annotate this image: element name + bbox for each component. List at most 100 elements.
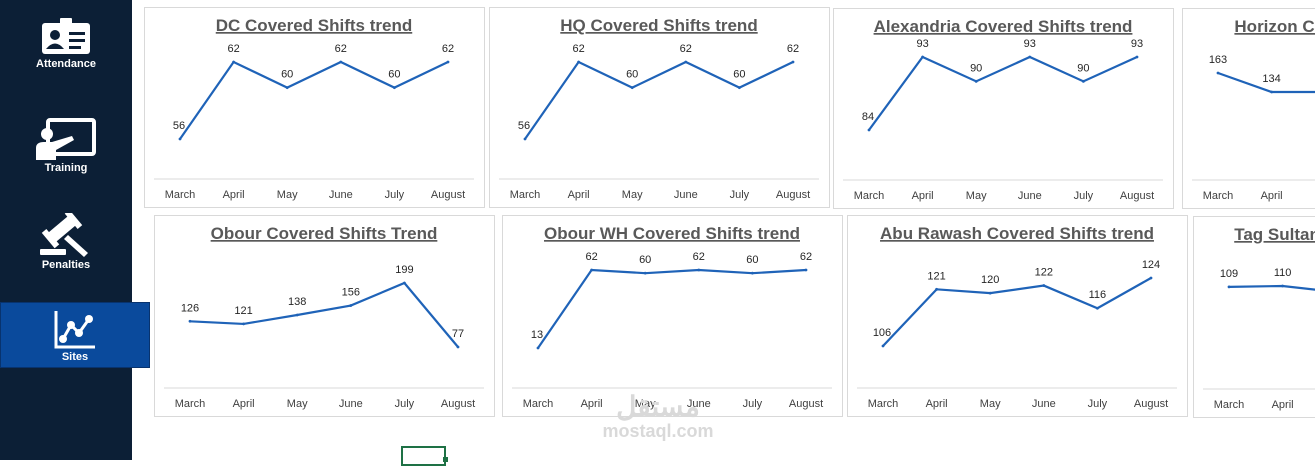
data-point [232, 61, 235, 64]
data-point [631, 86, 634, 89]
data-label: 13 [531, 329, 543, 341]
data-point [537, 347, 540, 350]
nav-attendance[interactable]: Attendance [0, 18, 132, 70]
x-tick-label: March [1214, 399, 1245, 411]
data-label: 60 [626, 69, 638, 81]
data-point [457, 346, 460, 349]
data-point [524, 138, 527, 141]
data-label: 109 [1220, 268, 1238, 280]
data-label: 199 [395, 264, 413, 276]
data-point [179, 138, 182, 141]
data-label: 56 [518, 120, 530, 132]
data-label: 122 [1035, 267, 1053, 279]
watermark-latin: mostaql.com [596, 422, 720, 440]
x-tick-label: July [730, 189, 750, 201]
data-label: 121 [927, 270, 945, 282]
data-label: 90 [970, 62, 982, 74]
data-label: 60 [639, 254, 651, 266]
data-point [349, 304, 352, 307]
data-point [738, 86, 741, 89]
x-tick-label: March [868, 398, 899, 410]
chart-border [848, 216, 1188, 417]
x-tick-label: April [1272, 399, 1294, 411]
nav-penalties[interactable]: Penalties [0, 213, 132, 271]
data-point [921, 56, 924, 59]
data-point [1150, 277, 1153, 280]
data-label: 93 [1024, 38, 1036, 50]
x-tick-label: April [568, 189, 590, 201]
data-point [1228, 285, 1231, 288]
nav-sites[interactable]: Sites [0, 302, 150, 368]
selected-cell[interactable] [401, 446, 446, 466]
x-tick-label: April [1261, 190, 1283, 202]
data-point [792, 61, 795, 64]
data-label: 62 [335, 43, 347, 55]
chart-title: Tag Sultan Covered Shifts trend [1234, 225, 1315, 244]
data-label: 126 [181, 302, 199, 314]
data-point [805, 269, 808, 272]
data-point [577, 61, 580, 64]
data-label: 60 [281, 69, 293, 81]
x-tick-label: May [287, 398, 308, 410]
data-point [1028, 56, 1031, 59]
data-label: 62 [693, 251, 705, 263]
chart-border [1194, 217, 1315, 418]
data-label: 60 [733, 69, 745, 81]
x-tick-label: March [523, 398, 554, 410]
data-point [286, 86, 289, 89]
x-tick-label: July [743, 398, 763, 410]
chart-border [503, 216, 843, 417]
data-point [975, 80, 978, 83]
data-point [1281, 285, 1284, 288]
data-point [751, 272, 754, 275]
x-tick-label: July [1074, 190, 1094, 202]
data-label: 62 [442, 43, 454, 55]
line-chart-icon [53, 309, 97, 349]
data-label: 62 [787, 43, 799, 55]
data-label: 62 [585, 251, 597, 263]
nav-sites-label: Sites [1, 351, 149, 363]
data-point [1096, 307, 1099, 310]
chart-card[interactable]: Horizon Covered Shifts trendMarchAprilMa… [1183, 9, 1315, 209]
data-point [1136, 56, 1139, 59]
chart-border [155, 216, 495, 417]
nav-training[interactable]: Training [0, 118, 132, 174]
chart-card[interactable]: Tag Sultan Covered Shifts trend March Apri… [1194, 217, 1315, 418]
x-tick-label: June [339, 398, 363, 410]
x-tick-label: June [1018, 190, 1042, 202]
chart-title: Abu Rawash Covered Shifts trend [880, 224, 1154, 243]
data-point [868, 129, 871, 132]
data-label: 163 [1209, 54, 1227, 66]
data-label: 120 [981, 274, 999, 286]
data-label: 121 [234, 305, 252, 317]
data-label: 156 [342, 287, 360, 299]
x-tick-label: May [622, 189, 643, 201]
x-tick-label: August [776, 189, 810, 201]
data-point [296, 314, 299, 317]
x-tick-label: March [854, 190, 885, 202]
data-point [393, 86, 396, 89]
watermark-arabic: مستقل [596, 392, 720, 422]
data-label: 77 [452, 328, 464, 340]
data-label: 110 [1274, 267, 1292, 279]
data-label: 124 [1142, 259, 1160, 271]
x-tick-label: March [1203, 190, 1234, 202]
chart-title: Obour WH Covered Shifts trend [544, 224, 800, 243]
sidebar: Attendance Training Penalties [0, 0, 132, 460]
data-label: 116 [1089, 289, 1107, 301]
x-tick-label: August [431, 189, 465, 201]
data-label: 93 [916, 38, 928, 50]
data-label: 90 [1077, 62, 1089, 74]
x-tick-label: August [789, 398, 823, 410]
data-point [989, 292, 992, 295]
x-tick-label: August [1120, 190, 1154, 202]
data-label: 84 [862, 111, 874, 123]
x-tick-label: July [395, 398, 415, 410]
